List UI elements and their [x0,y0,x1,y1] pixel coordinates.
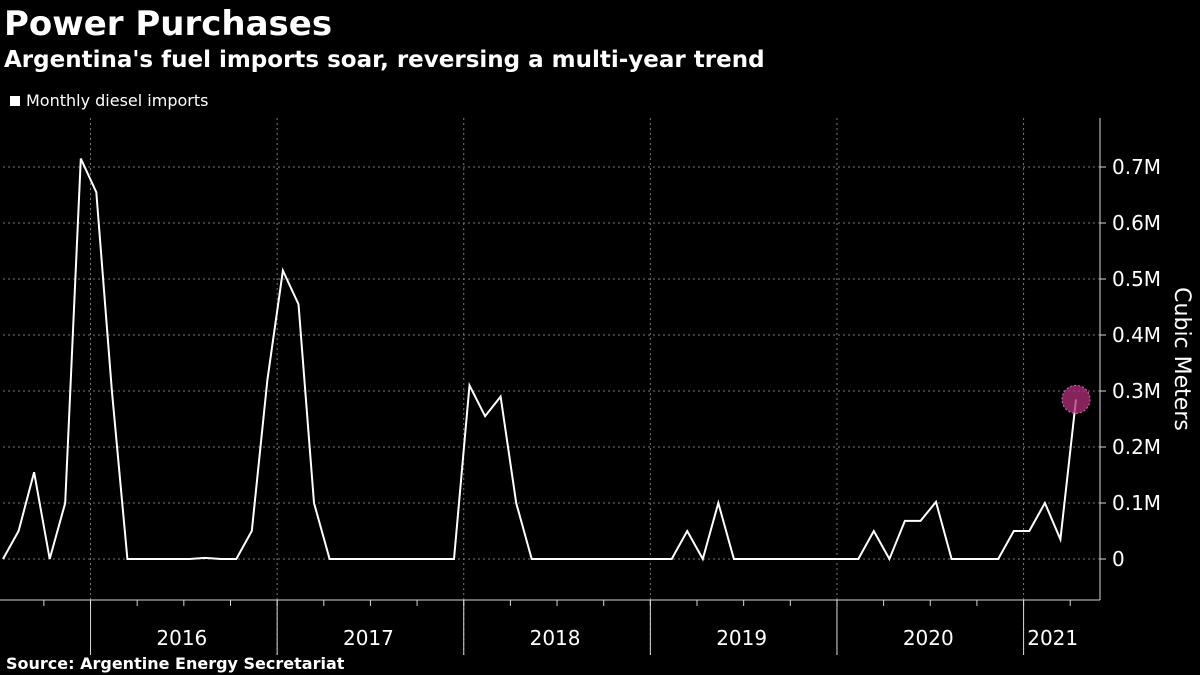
x-tick-label: 2017 [343,626,394,650]
last-point-highlight [1061,384,1091,414]
chart-title: Power Purchases [4,4,333,44]
y-tick-label: 0.1M [1112,491,1161,515]
x-tick-label: 2018 [530,626,581,650]
y-tick-label: 0.2M [1112,435,1161,459]
y-axis-label: Cubic Meters [1169,287,1194,431]
series-line-monthly-diesel-imports [2,158,1077,562]
y-tick-label: 0 [1112,547,1125,571]
y-tick-label: 0.6M [1112,211,1161,235]
x-tick-label: 2020 [903,626,954,650]
x-tick-label: 2016 [156,626,207,650]
chart-subtitle: Argentina's fuel imports soar, reversing… [4,47,765,73]
y-tick-label: 0.5M [1112,267,1161,291]
source-note: Source: Argentine Energy Secretariat [6,654,345,673]
legend-swatch [10,96,20,106]
legend: Monthly diesel imports [10,90,208,112]
y-tick-label: 0.3M [1112,379,1161,403]
x-tick-label: 2021 [1027,626,1078,650]
x-tick-label: 2019 [716,626,767,650]
legend-label: Monthly diesel imports [26,91,209,110]
y-tick-label: 0.7M [1112,155,1161,179]
y-tick-label: 0.4M [1112,323,1161,347]
